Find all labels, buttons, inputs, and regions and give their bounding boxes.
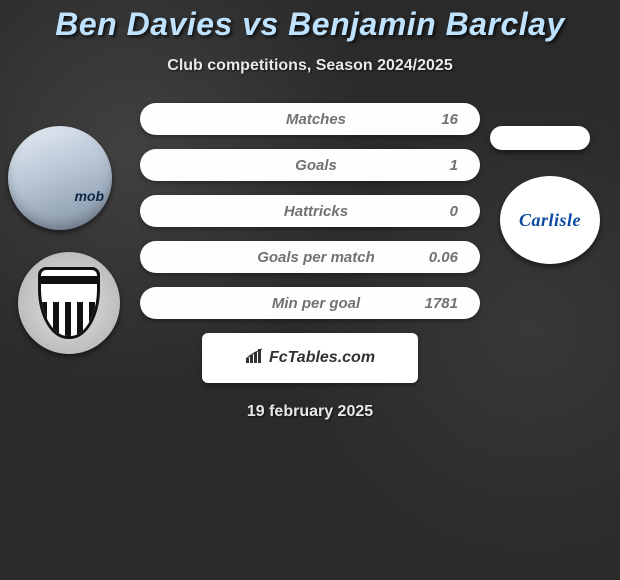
brand-text: FcTables.com bbox=[245, 348, 375, 369]
stat-row-min-per-goal: Min per goal 1781 bbox=[140, 287, 480, 319]
stat-label: Matches bbox=[162, 111, 410, 128]
stat-label: Goals bbox=[162, 157, 410, 174]
stat-row-goals: Goals 1 bbox=[140, 149, 480, 181]
chart-icon bbox=[245, 348, 265, 369]
stat-row-goals-per-match: Goals per match 0.06 bbox=[140, 241, 480, 273]
stat-label: Min per goal bbox=[162, 295, 410, 312]
stats-list: Matches 16 Goals 1 Hattricks 0 Goals per… bbox=[140, 103, 480, 319]
stat-row-hattricks: Hattricks 0 bbox=[140, 195, 480, 227]
stat-value: 16 bbox=[410, 111, 458, 128]
brand-badge: FcTables.com bbox=[202, 333, 418, 383]
stat-label: Goals per match bbox=[162, 249, 410, 266]
stat-label: Hattricks bbox=[162, 203, 410, 220]
stat-value: 1 bbox=[410, 157, 458, 174]
stat-value: 0 bbox=[410, 203, 458, 220]
stat-value: 0.06 bbox=[410, 249, 458, 266]
page-title: Ben Davies vs Benjamin Barclay bbox=[0, 6, 620, 43]
main-content: Ben Davies vs Benjamin Barclay Club comp… bbox=[0, 0, 620, 421]
stat-row-matches: Matches 16 bbox=[140, 103, 480, 135]
page-subtitle: Club competitions, Season 2024/2025 bbox=[0, 57, 620, 75]
date-label: 19 february 2025 bbox=[0, 403, 620, 421]
brand-label: FcTables.com bbox=[269, 349, 375, 367]
stat-value: 1781 bbox=[410, 295, 458, 312]
